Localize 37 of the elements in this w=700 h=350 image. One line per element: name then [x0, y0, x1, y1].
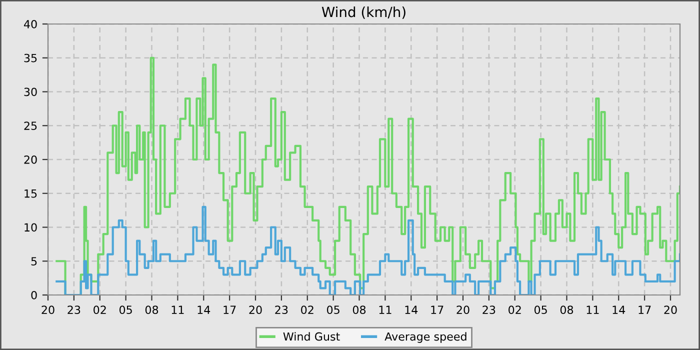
- y-tick-label: 20: [24, 155, 37, 164]
- y-tick-label: 40: [24, 20, 37, 28]
- x-tick-label: 23: [482, 306, 496, 314]
- x-tick-label: 20: [456, 306, 470, 314]
- y-tick-label: 10: [24, 223, 37, 232]
- x-tick-label: 02: [94, 306, 106, 314]
- y-tick-label: 30: [24, 88, 37, 96]
- x-tick-label: 23: [275, 306, 288, 314]
- legend-label: Wind Gust: [283, 332, 340, 341]
- x-tick-label: 08: [145, 306, 158, 314]
- x-tick-label: 05: [119, 306, 132, 314]
- x-tick-label: 17: [431, 306, 444, 314]
- x-tick-label: 02: [301, 306, 314, 314]
- x-tick-label: 14: [612, 306, 626, 314]
- x-tick-label: 08: [352, 306, 366, 314]
- y-tick-label: 25: [24, 122, 37, 130]
- chart-title: Wind (km/h): [322, 6, 406, 19]
- x-tick-label: 14: [405, 306, 418, 314]
- x-tick-label: 17: [224, 306, 236, 314]
- y-tick-label: 15: [24, 189, 37, 198]
- x-tick-label: 11: [172, 306, 184, 314]
- x-tick-label: 08: [560, 306, 574, 314]
- x-tick-label: 05: [326, 306, 340, 314]
- x-tick-label: 11: [379, 306, 392, 314]
- y-tick-label: 5: [31, 257, 37, 266]
- x-tick-label: 05: [534, 306, 547, 314]
- y-tick-label: 0: [31, 290, 37, 300]
- x-tick-label: 11: [586, 306, 599, 314]
- x-tick-label: 02: [508, 306, 521, 314]
- legend-label: Average speed: [384, 332, 466, 343]
- x-tick-label: 23: [68, 306, 80, 314]
- x-tick-label: 20: [664, 306, 677, 314]
- x-tick-label: 17: [638, 306, 651, 314]
- y-tick-label: 35: [24, 54, 37, 62]
- x-tick-label: 20: [249, 306, 262, 314]
- x-tick-label: 20: [42, 306, 54, 314]
- x-tick-label: 14: [198, 306, 210, 314]
